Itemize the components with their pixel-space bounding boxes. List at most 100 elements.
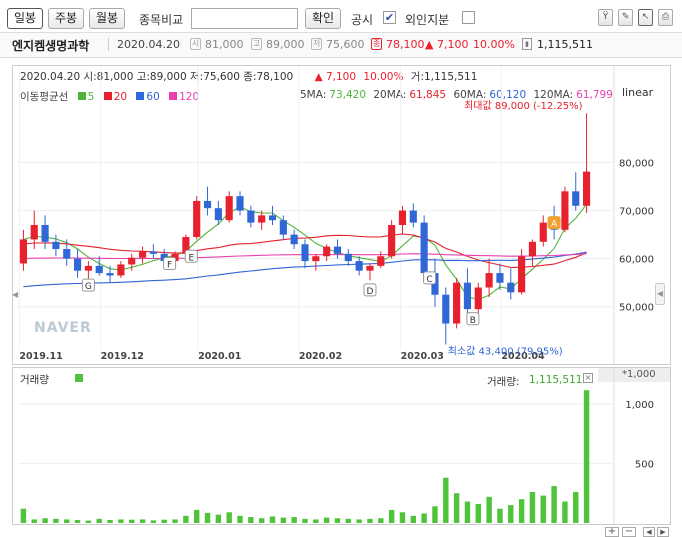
- candle-body: [323, 246, 331, 257]
- tab-monthly[interactable]: 월봉: [89, 8, 125, 29]
- tools-icon[interactable]: Ÿ: [598, 9, 613, 26]
- candle-body: [539, 222, 547, 242]
- ma120-value: 61,799: [576, 89, 613, 101]
- event-marker: [163, 256, 177, 270]
- left-collapse-handle[interactable]: ◀: [12, 290, 19, 299]
- draw-icon[interactable]: ✎: [618, 9, 633, 26]
- event-marker: [547, 216, 561, 230]
- volume-current-value: 1,115,511: [529, 374, 583, 386]
- event-marker-label: B: [470, 316, 476, 326]
- candle-body: [507, 282, 515, 293]
- event-marker: [81, 278, 95, 292]
- volume-close-icon[interactable]: ×: [583, 373, 593, 383]
- close-icon: 종: [371, 38, 382, 50]
- volume-swatch: [75, 374, 83, 382]
- price-chart-panel[interactable]: [12, 65, 671, 365]
- price-tick-label: 50,000: [619, 303, 654, 314]
- candle-body: [52, 241, 60, 250]
- event-marker-label: G: [85, 282, 92, 292]
- high-value: 89,000: [266, 38, 305, 51]
- cursor-icon[interactable]: ↖: [638, 9, 653, 26]
- min-annotation: 최소값 43,400 (79.95%): [448, 345, 563, 357]
- candle-body: [290, 234, 298, 245]
- candle-body: [572, 191, 580, 206]
- volume-value: 1,115,511: [537, 38, 593, 51]
- event-marker-label: A: [551, 220, 558, 230]
- candle-body: [561, 191, 569, 230]
- candle-body: [474, 287, 482, 310]
- candle-body: [128, 257, 136, 265]
- foreign-ownership-label: 외인지분: [405, 13, 450, 27]
- zoom-out-button[interactable]: −: [622, 527, 636, 537]
- candle-body: [377, 256, 385, 266]
- ma5-value: 73,420: [329, 89, 367, 101]
- stock-date: 2020.04.20: [117, 38, 180, 51]
- divider: [108, 38, 109, 51]
- ma5-name: 5MA:: [300, 89, 327, 101]
- compare-label: 종목비교: [139, 13, 184, 27]
- candle-body: [409, 210, 417, 223]
- x-axis-label: 2019.11: [19, 351, 62, 362]
- stock-name: 엔지켐생명과학: [12, 39, 90, 53]
- tab-daily[interactable]: 일봉: [7, 8, 43, 29]
- max-annotation: 최대값 89,000 (-12.25%): [464, 100, 583, 112]
- candle-body: [453, 282, 461, 324]
- ma20-label: 20: [113, 91, 128, 103]
- candle-body: [193, 200, 201, 238]
- event-marker-label: F: [167, 260, 172, 270]
- confirm-button[interactable]: 확인: [305, 8, 341, 29]
- info-bar: [0, 32, 682, 58]
- scroll-left-button[interactable]: ◀: [643, 527, 655, 537]
- high-icon: 고: [251, 38, 262, 50]
- candle-body: [106, 273, 114, 276]
- price-tick-label: 80,000: [619, 159, 654, 170]
- ma60-swatch: [136, 92, 145, 100]
- candle-body: [247, 210, 255, 223]
- scale-mode[interactable]: linear: [622, 86, 654, 99]
- candle-body: [214, 208, 222, 221]
- candle-body: [41, 225, 49, 242]
- summary-text: 2020.04.20 시:81,000 고:89,000 저:75,600 종:…: [20, 71, 294, 83]
- ma5-label: 5: [87, 91, 95, 103]
- print-icon[interactable]: ⎙: [658, 9, 673, 26]
- volume-panel-title: 거래량: [20, 374, 49, 386]
- candle-body: [388, 225, 396, 257]
- volume-panel[interactable]: [12, 367, 671, 525]
- volume-icon: ▮: [522, 38, 532, 50]
- zoom-in-button[interactable]: +: [605, 527, 619, 537]
- scroll-right-button[interactable]: ▶: [657, 527, 669, 537]
- event-marker: [423, 271, 437, 285]
- summary-change-pct: 10.00%: [363, 71, 404, 83]
- ma5-line: [23, 203, 588, 301]
- candle-body: [583, 171, 591, 206]
- candle-body: [149, 251, 157, 254]
- chart-summary: 2020.04.20 시:81,000 고:89,000 저:75,600 종:…: [20, 69, 477, 84]
- right-collapse-handle[interactable]: ◀: [655, 283, 665, 305]
- candle-body: [442, 294, 450, 324]
- compare-input[interactable]: [191, 8, 298, 29]
- ma120-label: 120: [179, 91, 200, 103]
- foreign-ownership-checkbox[interactable]: [462, 11, 475, 24]
- tab-weekly[interactable]: 주봉: [48, 8, 84, 29]
- x-axis-label: 2020.03: [401, 351, 444, 362]
- ma60-label: 60: [146, 91, 160, 103]
- change-pct: 10.00%: [473, 38, 515, 51]
- disclosure-checkbox[interactable]: ✔: [383, 11, 396, 24]
- x-axis-label: 2020.01: [198, 351, 241, 362]
- candle-body: [225, 196, 233, 221]
- change-value: ▲ 7,100: [425, 38, 469, 51]
- ma-legend: 이동평균선 5 20 60 120: [20, 89, 199, 104]
- x-axis-label: 2020.02: [299, 351, 342, 362]
- ma120-name: 120MA:: [533, 89, 574, 101]
- candle-body: [518, 256, 526, 293]
- event-marker: [184, 249, 198, 263]
- price-tick-label: 70,000: [619, 207, 654, 218]
- summary-volume: 거:1,115,511: [410, 71, 478, 83]
- candle-body: [463, 282, 472, 310]
- candle-body: [333, 246, 342, 254]
- event-marker: [466, 312, 480, 326]
- candle-body: [496, 273, 504, 283]
- price-tick-label: 60,000: [619, 255, 654, 266]
- candle-body: [138, 251, 147, 258]
- ma-legend-title: 이동평균선: [20, 91, 69, 103]
